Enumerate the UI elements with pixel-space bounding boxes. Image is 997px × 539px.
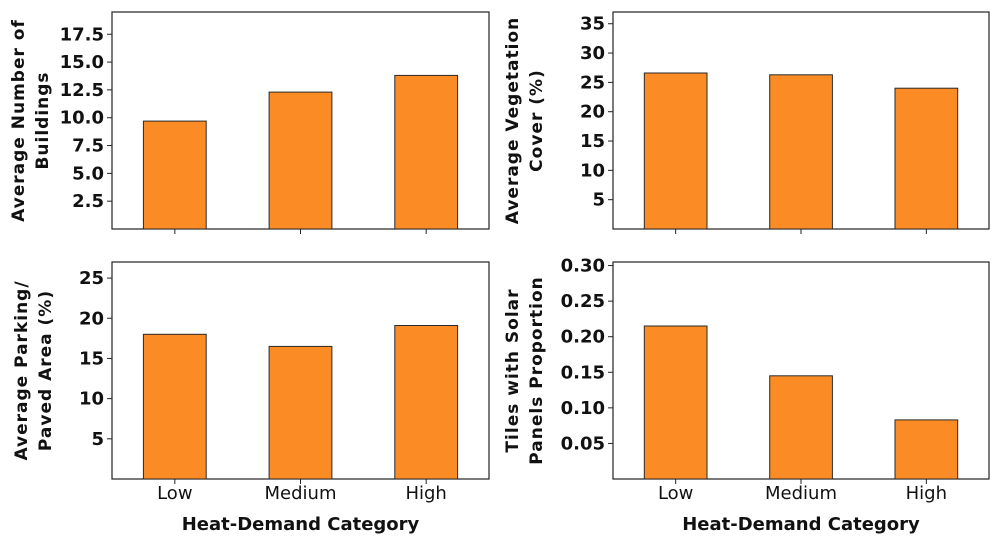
y-tick-label: 25 <box>79 268 104 289</box>
y-tick-label: 0.10 <box>561 398 605 419</box>
bar-high <box>394 74 459 230</box>
bar-low <box>142 120 207 230</box>
y-axis-label: Paved Area (%) <box>36 290 56 451</box>
y-tick-label: 10 <box>580 160 605 181</box>
x-tick-label: Low <box>658 483 693 504</box>
bar-medium <box>268 91 333 230</box>
chart-panel-1: 2.5 5.0 7.5 10.0 12.5 15.0 17.5 Average Number … <box>9 11 490 234</box>
y-tick-label: 5.0 <box>72 163 104 184</box>
bar-high <box>894 419 959 480</box>
y-axis-label: Tiles with Solar <box>503 288 523 452</box>
bar-medium <box>268 345 333 480</box>
y-axis-label: Average Vegetation <box>503 17 523 224</box>
y-tick-label: 10.0 <box>60 108 104 129</box>
y-tick-label: 7.5 <box>72 136 104 157</box>
x-tick-label: High <box>405 483 446 504</box>
y-tick-label: 5 <box>592 190 605 211</box>
bar-low <box>643 325 708 480</box>
bar-low <box>142 333 207 480</box>
y-tick-label: 15 <box>580 131 605 152</box>
y-tick-label: 0.15 <box>561 362 605 383</box>
y-tick-label: 12.5 <box>60 80 104 101</box>
x-axis-label: Heat-Demand Category <box>182 514 420 535</box>
y-tick-label: 0.25 <box>561 291 605 312</box>
y-tick-label: 0.20 <box>561 327 605 348</box>
bar-medium <box>769 74 833 230</box>
y-tick-label: 5 <box>91 429 104 450</box>
bar-medium <box>769 375 833 480</box>
x-tick-label: High <box>906 483 947 504</box>
chart-panel-3: Low Medium High 5 10 15 20 25 Average Parking/Pa… <box>12 261 490 535</box>
y-tick-label: 35 <box>580 14 605 35</box>
x-axis-label: Heat-Demand Category <box>682 514 920 535</box>
y-tick-label: 15.0 <box>60 52 104 73</box>
y-tick-label: 20 <box>580 102 605 123</box>
bar-low <box>643 72 708 230</box>
x-tick-label: Medium <box>265 483 337 504</box>
chart-panel-4: Low Medium High 0.05 0.10 0.15 0.20 0.25 0.30 Til… <box>503 256 990 535</box>
y-axis-label: Panels Proportion <box>527 276 547 464</box>
x-tick-label: Medium <box>765 483 837 504</box>
y-axis-label: Cover (%) <box>527 69 547 172</box>
chart-panel-2: 5 10 15 20 25 30 35 Average Vegetation Cover (%) <box>503 11 990 234</box>
y-tick-label: 20 <box>79 308 104 329</box>
y-tick-label: 17.5 <box>60 24 104 45</box>
bar-high <box>894 87 959 230</box>
y-tick-label: 30 <box>580 43 605 64</box>
y-tick-label: 0.30 <box>561 256 605 277</box>
y-tick-label: 0.05 <box>561 433 605 454</box>
y-tick-label: 2.5 <box>72 191 104 212</box>
y-axis-label: Average Number of <box>9 19 29 222</box>
y-axis-label: Buildings <box>33 71 53 169</box>
y-tick-label: 15 <box>79 348 104 369</box>
bar-high <box>394 325 459 480</box>
y-axis-label: Average Parking/ <box>12 280 32 460</box>
x-tick-label: Low <box>157 483 192 504</box>
y-tick-label: 10 <box>79 389 104 410</box>
y-tick-label: 25 <box>580 72 605 93</box>
